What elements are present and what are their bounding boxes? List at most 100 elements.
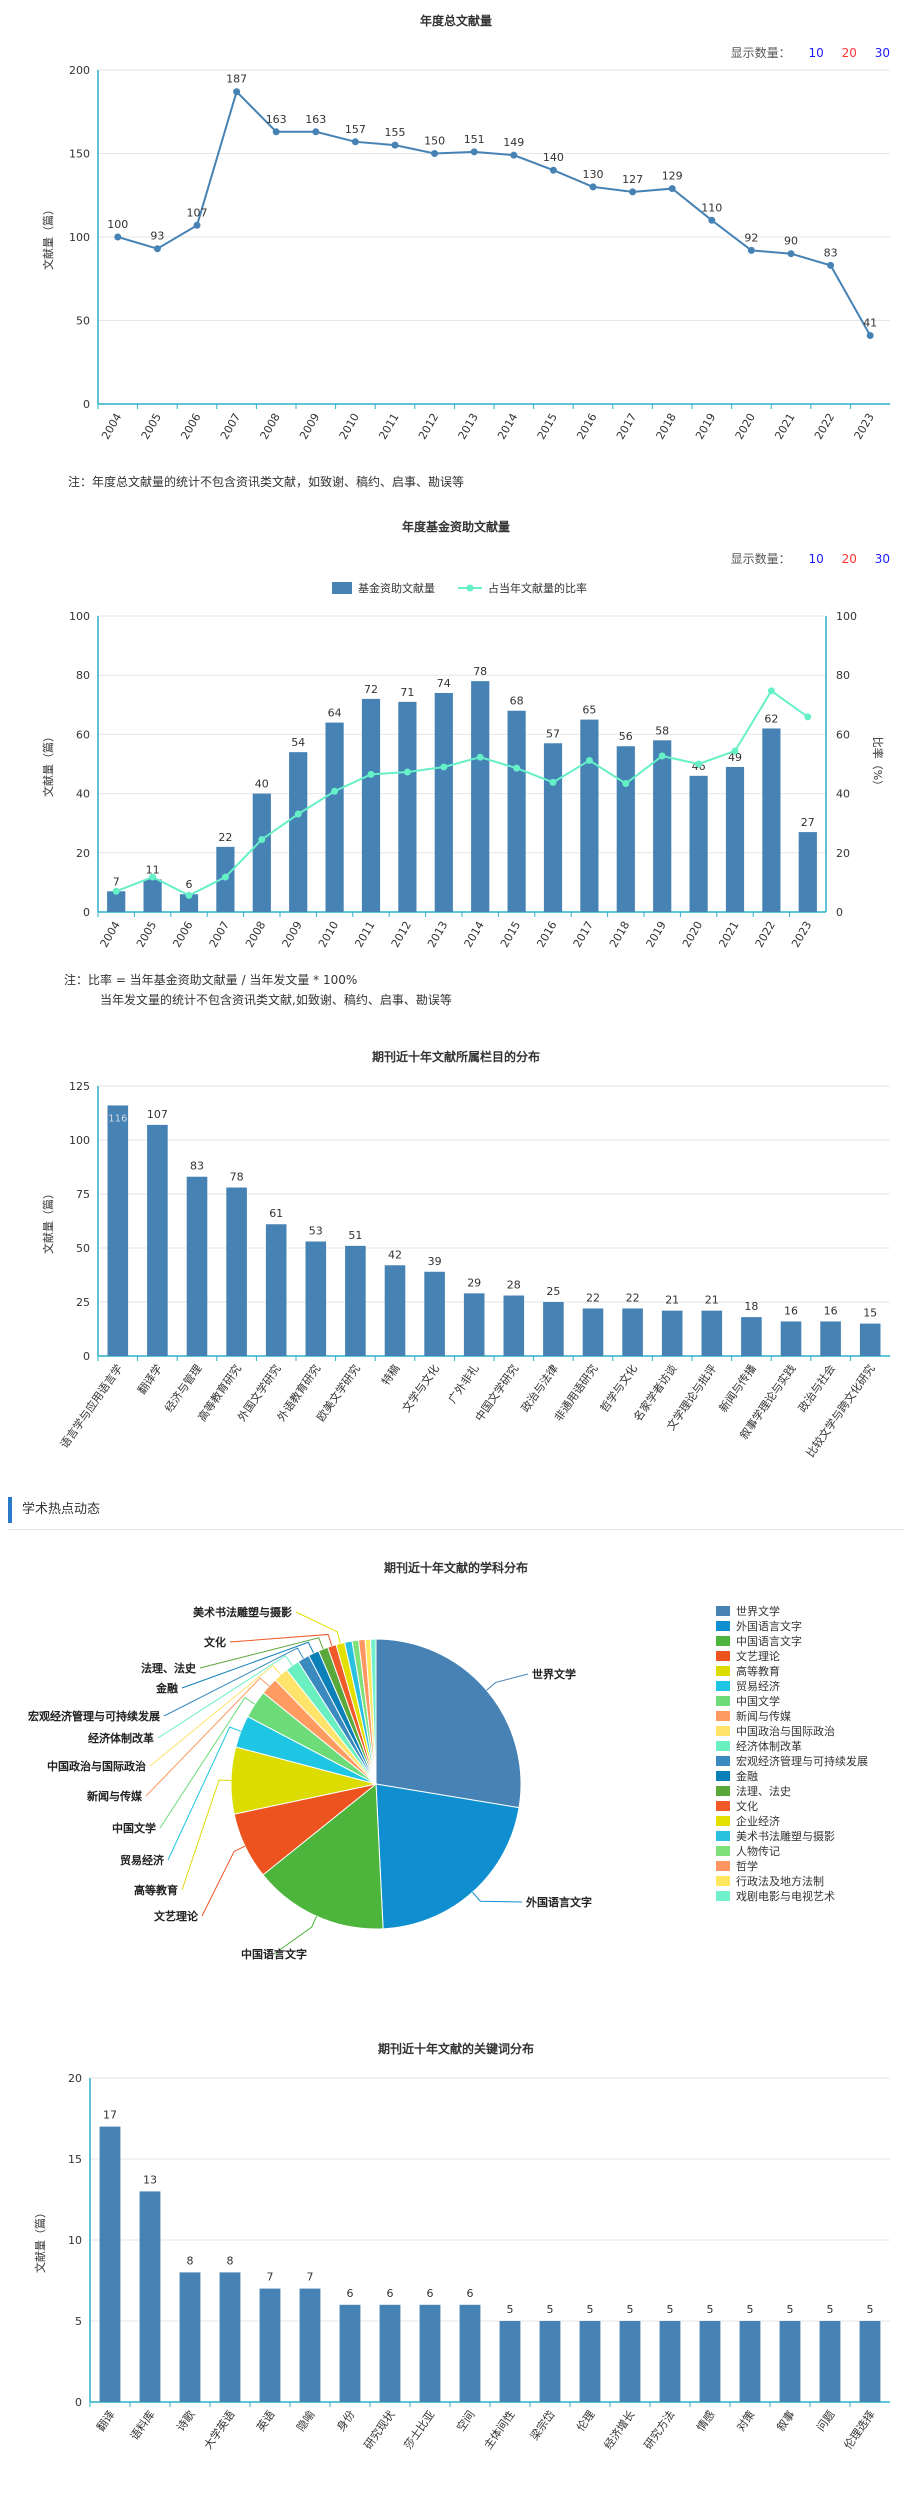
legend-swatch xyxy=(716,1651,730,1661)
legend-item[interactable]: 外国语言文字 xyxy=(716,1618,868,1633)
data-point xyxy=(788,250,795,257)
legend-item[interactable]: 哲学 xyxy=(716,1858,868,1873)
legend-swatch xyxy=(716,1876,730,1886)
legend-label: 世界文学 xyxy=(736,1603,780,1619)
data-point xyxy=(748,247,755,254)
ratio-point xyxy=(404,768,411,775)
ratio-point xyxy=(513,765,520,772)
fund-bar-line-chart: 020406080100文献量（篇）020406080100比率（%）基金资助文… xyxy=(0,560,912,1020)
x-tick-label: 2023 xyxy=(852,411,877,442)
legend-label: 高等教育 xyxy=(736,1663,780,1679)
y-tick-label: 0 xyxy=(83,1350,90,1363)
y2-tick-label: 0 xyxy=(836,906,843,919)
legend-item[interactable]: 中国政治与国际政治 xyxy=(716,1723,868,1738)
x-tick-label: 比较文学与跨文化研究 xyxy=(803,1362,878,1460)
ratio-point xyxy=(659,753,666,760)
ratio-point xyxy=(440,763,447,770)
y-tick-label: 20 xyxy=(76,847,90,860)
ratio-point xyxy=(149,874,156,881)
legend-item[interactable]: 新闻与传媒 xyxy=(716,1708,868,1723)
column-bar xyxy=(345,1246,366,1356)
x-tick-label: 2015 xyxy=(535,411,560,442)
legend-swatch xyxy=(716,1621,730,1631)
data-label: 110 xyxy=(701,201,722,214)
legend-item[interactable]: 文化 xyxy=(716,1798,868,1813)
legend-item[interactable]: 中国文学 xyxy=(716,1693,868,1708)
column-bar xyxy=(662,1311,683,1356)
legend-item[interactable]: 行政法及地方法制 xyxy=(716,1873,868,1888)
keywords-bar-chart: 05101520文献量（篇）翻译 语料库 诗歌 大学英语 英语 隐喻 身份 研究现状 莎士比亚空… xyxy=(0,2040,912,2490)
bar-value-label: 22 xyxy=(586,1291,600,1304)
ratio-point xyxy=(113,888,120,895)
legend-item[interactable]: 文艺理论 xyxy=(716,1648,868,1663)
x-tick-label: 2006 xyxy=(178,411,203,442)
ratio-point xyxy=(586,757,593,764)
data-label: 127 xyxy=(622,173,643,186)
bar-value-label: 61 xyxy=(269,1207,283,1220)
legend-item[interactable]: 戏剧电影与电视艺术 xyxy=(716,1888,868,1903)
x-tick-label: 2014 xyxy=(462,919,487,950)
ratio-point xyxy=(368,771,375,778)
ratio-point xyxy=(732,747,739,754)
legend-item[interactable]: 贸易经济 xyxy=(716,1678,868,1693)
pie-callout-label: 新闻与传媒 xyxy=(87,1789,143,1803)
legend-item[interactable]: 法理、法史 xyxy=(716,1783,868,1798)
data-point xyxy=(827,262,834,269)
x-tick-label: 文学与文化 xyxy=(399,1362,442,1415)
pie-callout-label: 贸易经济 xyxy=(120,1853,165,1867)
bar-value-label: 6 xyxy=(387,2287,394,2300)
data-label: 155 xyxy=(385,126,406,139)
data-point xyxy=(510,152,517,159)
fund-bar xyxy=(289,752,307,912)
legend-item[interactable]: 人物传记 xyxy=(716,1843,868,1858)
bar-value-label: 58 xyxy=(655,724,669,737)
pie-callout-label: 世界文学 xyxy=(532,1667,576,1681)
y2-tick-label: 60 xyxy=(836,728,850,741)
bar-value-label: 22 xyxy=(626,1291,640,1304)
legend-item[interactable]: 高等教育 xyxy=(716,1663,868,1678)
data-label: 129 xyxy=(662,170,683,183)
pie-slice xyxy=(376,1639,521,1808)
ratio-point xyxy=(550,779,557,786)
legend-label: 宏观经济管理与可持续发展 xyxy=(736,1753,868,1769)
keyword-bar xyxy=(780,2321,801,2402)
legend-item[interactable]: 宏观经济管理与可持续发展 xyxy=(716,1753,868,1768)
keyword-bar xyxy=(580,2321,601,2402)
x-tick-label: 2018 xyxy=(654,411,679,442)
x-tick-label: 叙事 xyxy=(773,2408,797,2434)
x-tick-label: 空间 xyxy=(453,2408,477,2434)
bar-value-label: 15 xyxy=(863,1307,877,1320)
bar-value-label: 51 xyxy=(348,1229,362,1242)
legend-label: 文化 xyxy=(736,1798,758,1814)
column-bar xyxy=(226,1188,247,1356)
fund-bar xyxy=(580,720,598,912)
keyword-bar xyxy=(180,2272,201,2402)
bar-value-label: 65 xyxy=(582,704,596,717)
legend-item[interactable]: 世界文学 xyxy=(716,1603,868,1618)
legend-item[interactable]: 美术书法雕塑与摄影 xyxy=(716,1828,868,1843)
bar-value-label: 16 xyxy=(824,1304,838,1317)
data-point xyxy=(352,138,359,145)
x-tick-label: 经济增长 xyxy=(601,2408,638,2452)
y2-tick-label: 80 xyxy=(836,669,850,682)
bar-value-label: 7 xyxy=(307,2271,314,2284)
bar-value-label: 56 xyxy=(619,730,633,743)
data-label: 90 xyxy=(784,235,798,248)
x-tick-label: 2017 xyxy=(571,919,596,950)
legend-swatch xyxy=(716,1786,730,1796)
legend-label-bar: 基金资助文献量 xyxy=(358,581,435,595)
legend-item[interactable]: 企业经济 xyxy=(716,1813,868,1828)
legend-item[interactable]: 经济体制改革 xyxy=(716,1738,868,1753)
data-point xyxy=(590,183,597,190)
data-label: 130 xyxy=(583,168,604,181)
data-label: 151 xyxy=(464,133,485,146)
legend-swatch xyxy=(716,1711,730,1721)
y-tick-label: 25 xyxy=(76,1296,90,1309)
y-tick-label: 0 xyxy=(75,2396,82,2409)
legend-item[interactable]: 中国语言文字 xyxy=(716,1633,868,1648)
x-tick-label: 2018 xyxy=(607,919,632,950)
y-tick-label: 200 xyxy=(69,64,90,77)
x-tick-label: 新闻与传播 xyxy=(716,1362,759,1415)
legend-item[interactable]: 金融 xyxy=(716,1768,868,1783)
bar-value-label: 6 xyxy=(467,2287,474,2300)
